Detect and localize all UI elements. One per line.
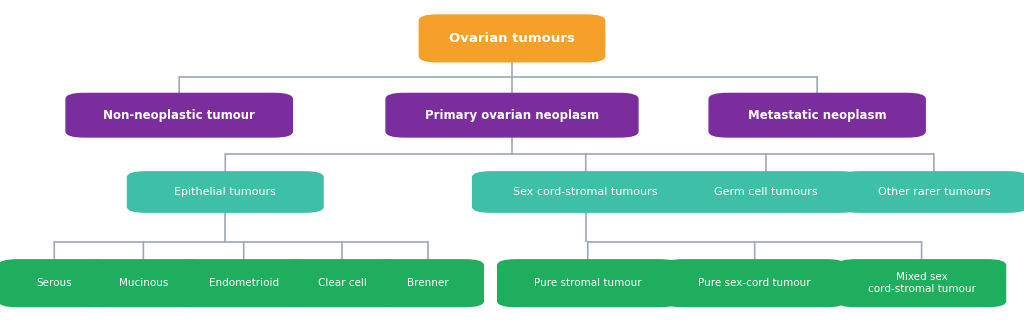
FancyBboxPatch shape bbox=[665, 260, 845, 307]
FancyBboxPatch shape bbox=[373, 260, 483, 307]
Text: Pure stromal tumour: Pure stromal tumour bbox=[534, 278, 642, 288]
Text: Primary ovarian neoplasm: Primary ovarian neoplasm bbox=[425, 109, 599, 122]
FancyBboxPatch shape bbox=[498, 260, 678, 307]
FancyBboxPatch shape bbox=[177, 260, 311, 307]
Text: Brenner: Brenner bbox=[408, 278, 449, 288]
FancyBboxPatch shape bbox=[0, 260, 110, 307]
Text: Germ cell tumours: Germ cell tumours bbox=[714, 187, 818, 197]
Text: Clear cell: Clear cell bbox=[317, 278, 367, 288]
FancyBboxPatch shape bbox=[472, 172, 698, 212]
FancyBboxPatch shape bbox=[838, 260, 1006, 307]
FancyBboxPatch shape bbox=[282, 260, 402, 307]
Text: Other rarer tumours: Other rarer tumours bbox=[878, 187, 990, 197]
Text: Metastatic neoplasm: Metastatic neoplasm bbox=[748, 109, 887, 122]
Text: Epithelial tumours: Epithelial tumours bbox=[174, 187, 276, 197]
Text: Endometrioid: Endometrioid bbox=[209, 278, 279, 288]
FancyBboxPatch shape bbox=[386, 93, 638, 137]
Text: Mucinous: Mucinous bbox=[119, 278, 168, 288]
FancyBboxPatch shape bbox=[128, 172, 324, 212]
FancyBboxPatch shape bbox=[82, 260, 205, 307]
FancyBboxPatch shape bbox=[674, 172, 858, 212]
Text: Sex cord-stromal tumours: Sex cord-stromal tumours bbox=[513, 187, 658, 197]
FancyBboxPatch shape bbox=[709, 93, 926, 137]
FancyBboxPatch shape bbox=[842, 172, 1024, 212]
Text: Mixed sex
cord-stromal tumour: Mixed sex cord-stromal tumour bbox=[867, 272, 976, 294]
Text: Non-neoplastic tumour: Non-neoplastic tumour bbox=[103, 109, 255, 122]
Text: Serous: Serous bbox=[37, 278, 72, 288]
FancyBboxPatch shape bbox=[420, 15, 604, 62]
Text: Pure sex-cord tumour: Pure sex-cord tumour bbox=[698, 278, 811, 288]
Text: Ovarian tumours: Ovarian tumours bbox=[450, 32, 574, 45]
FancyBboxPatch shape bbox=[66, 93, 293, 137]
